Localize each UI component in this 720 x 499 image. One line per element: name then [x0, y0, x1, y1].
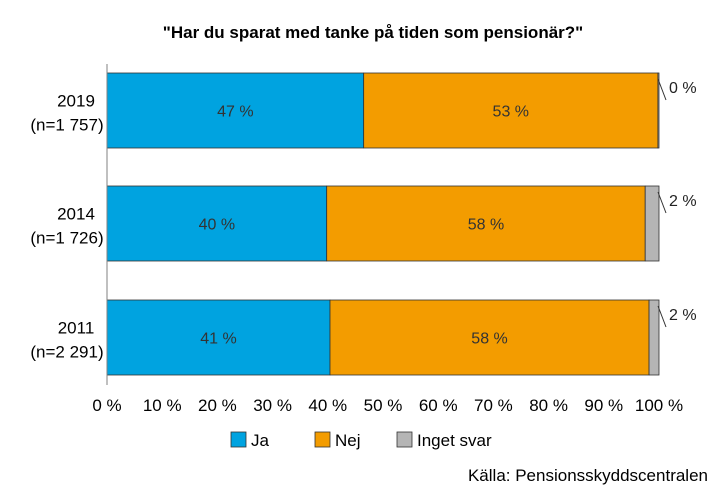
bar-inget-svar-2014 — [644, 185, 660, 262]
leader-line-2011 — [657, 305, 667, 328]
data-label-ja-2019: 47 % — [217, 104, 253, 121]
x-tick-label: 40 % — [308, 396, 347, 415]
category-year-2014: 2014 — [57, 205, 95, 224]
legend: Ja Nej Inget svar — [230, 431, 492, 450]
data-label-inget-svar-2014: 2 % — [669, 193, 697, 210]
data-label-nej-2019: 53 % — [493, 104, 529, 121]
category-n-2014: (n=1 726) — [30, 229, 103, 248]
x-tick-label: 0 % — [92, 396, 121, 415]
x-tick-label: 10 % — [143, 396, 182, 415]
category-labels: 2019 (n=1 757) 2014 (n=1 726) 2011 (n=2 291) — [30, 92, 103, 362]
data-label-ja-2011: 41 % — [200, 331, 236, 348]
legend-swatch-inget-svar — [396, 431, 413, 448]
legend-label-inget-svar: Inget svar — [417, 431, 492, 450]
external-labels: 0 % 2 % 2 % — [657, 78, 697, 328]
data-label-ja-2014: 40 % — [199, 217, 235, 234]
category-n-2019: (n=1 757) — [30, 116, 103, 135]
data-label-nej-2011: 58 % — [471, 331, 507, 348]
legend-swatch-ja — [230, 431, 247, 448]
x-tick-label: 80 % — [529, 396, 568, 415]
data-label-nej-2014: 58 % — [468, 217, 504, 234]
legend-label-ja: Ja — [251, 431, 270, 450]
x-tick-label: 60 % — [419, 396, 458, 415]
bar-inget-svar-2011 — [648, 299, 660, 376]
leader-line-2019 — [657, 78, 667, 101]
x-tick-label: 30 % — [253, 396, 292, 415]
data-label-inget-svar-2011: 2 % — [669, 307, 697, 324]
x-tick-label: 90 % — [584, 396, 623, 415]
bar-nej-2019 — [363, 72, 659, 149]
leader-line-2014 — [657, 191, 667, 214]
x-tick-label: 50 % — [364, 396, 403, 415]
bar-nej-2014 — [326, 185, 646, 262]
source-note: Källa: Pensionsskyddscentralen — [468, 466, 708, 485]
category-year-2011: 2011 — [58, 319, 95, 338]
bar-ja-2019 — [106, 72, 365, 149]
x-axis-tick-labels: 0 % 10 % 20 % 30 % 40 % 50 % 60 % 70 % 80 % 90 % 1… — [92, 396, 683, 415]
bar-inget-svar-2019 — [657, 72, 660, 149]
category-n-2011: (n=2 291) — [30, 343, 103, 362]
x-tick-label: 20 % — [198, 396, 237, 415]
bar-nej-2011 — [329, 299, 650, 376]
data-label-inget-svar-2019: 0 % — [669, 80, 697, 97]
bar-ja-2014 — [106, 185, 328, 262]
legend-swatch-nej — [314, 431, 331, 448]
chart-title: "Har du sparat med tanke på tiden som pe… — [163, 23, 583, 42]
bar-ja-2011 — [106, 299, 331, 376]
x-tick-label: 100 % — [635, 396, 683, 415]
legend-label-nej: Nej — [335, 431, 361, 450]
x-tick-label: 70 % — [474, 396, 513, 415]
bars: 47 % 53 % 40 % 58 % 41 % 58 % — [106, 72, 660, 376]
category-year-2019: 2019 — [57, 92, 95, 111]
